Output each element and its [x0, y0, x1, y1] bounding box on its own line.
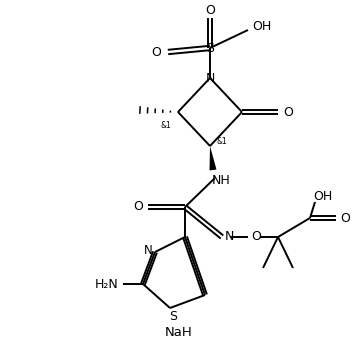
Text: O: O [283, 106, 293, 119]
Text: O: O [340, 212, 350, 225]
Text: NH: NH [211, 174, 230, 187]
Text: N: N [144, 244, 152, 257]
Text: N: N [205, 72, 215, 85]
Text: S: S [169, 310, 177, 323]
Text: &1: &1 [216, 137, 227, 146]
Text: NaH: NaH [165, 326, 193, 339]
Text: OH: OH [313, 191, 333, 204]
Polygon shape [210, 146, 216, 171]
Text: O: O [205, 5, 215, 18]
Text: OH: OH [252, 20, 272, 33]
Text: O: O [133, 200, 143, 213]
Text: O: O [251, 231, 261, 244]
Text: &1: &1 [160, 120, 171, 130]
Text: H₂N: H₂N [95, 278, 119, 291]
Text: O: O [151, 46, 161, 59]
Text: N: N [224, 231, 234, 244]
Text: S: S [206, 41, 214, 54]
